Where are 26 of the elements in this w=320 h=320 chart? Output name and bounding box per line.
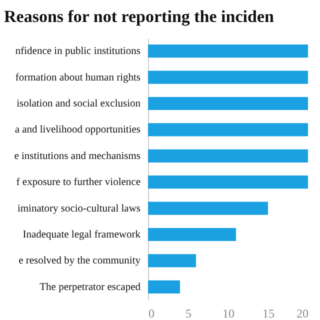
y-tick-label: The perpetrator escaped [40, 282, 142, 293]
bar [148, 280, 180, 294]
y-tick-label: formation about human rights [15, 72, 140, 84]
y-tick-label: a and livelihood opportunities [14, 124, 140, 136]
x-tick-label: 0 [148, 306, 154, 320]
bar [148, 202, 268, 215]
y-tick-label: e resolved by the community [18, 256, 142, 267]
bar [148, 228, 236, 242]
y-tick-label: e institutions and mechanisms [14, 150, 140, 162]
x-tick-label: 15 [262, 306, 274, 320]
y-tick-label: nfidence in public institutions [15, 46, 140, 58]
x-tick-label: 10 [222, 306, 234, 320]
bar [148, 149, 308, 162]
x-tick-label: 20 [296, 306, 308, 320]
bar [148, 176, 308, 189]
chart-title: Reasons for not reporting the inciden [4, 7, 275, 26]
x-tick-label: 5 [186, 306, 192, 320]
bar [148, 254, 196, 268]
bar [148, 44, 308, 58]
y-tick-label: isolation and social exclusion [16, 98, 142, 110]
y-tick-label: Inadequate legal framework [22, 230, 142, 240]
y-tick-label: f exposure to further violence [16, 177, 141, 188]
bar [148, 96, 308, 110]
bar [148, 70, 308, 84]
bar [148, 123, 308, 136]
y-tick-label: iminatory socio-cultural laws [17, 203, 140, 214]
